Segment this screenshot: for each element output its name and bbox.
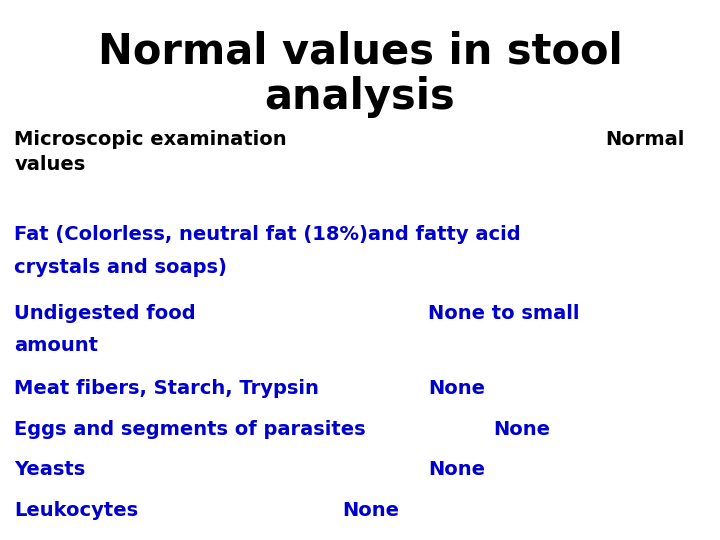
Text: None: None	[428, 379, 485, 399]
Text: amount: amount	[14, 336, 99, 355]
Text: None: None	[342, 501, 399, 520]
Text: Undigested food: Undigested food	[14, 303, 196, 323]
Text: Normal: Normal	[605, 130, 684, 149]
Text: Microscopic examination: Microscopic examination	[14, 130, 287, 149]
Text: None: None	[428, 460, 485, 480]
Text: Yeasts: Yeasts	[14, 460, 86, 480]
Text: values: values	[14, 155, 86, 174]
Text: analysis: analysis	[265, 76, 455, 118]
Text: crystals and soaps): crystals and soaps)	[14, 258, 228, 277]
Text: Meat fibers, Starch, Trypsin: Meat fibers, Starch, Trypsin	[14, 379, 319, 399]
Text: Normal values in stool: Normal values in stool	[98, 30, 622, 72]
Text: None to small: None to small	[428, 303, 580, 323]
Text: Eggs and segments of parasites: Eggs and segments of parasites	[14, 420, 366, 439]
Text: Fat (Colorless, neutral fat (18%)and fatty acid: Fat (Colorless, neutral fat (18%)and fat…	[14, 225, 521, 245]
Text: Leukocytes: Leukocytes	[14, 501, 138, 520]
Text: None: None	[493, 420, 550, 439]
